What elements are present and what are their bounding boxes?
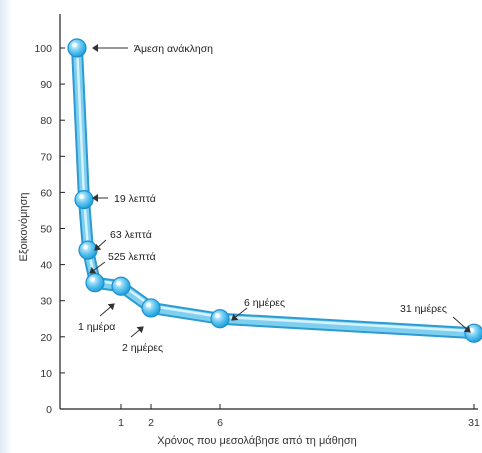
data-point [78, 240, 98, 260]
y-axis-title: Εξοικονόμηση [18, 193, 30, 262]
left-edge-shading [0, 0, 12, 453]
y-tick-label: 70 [40, 151, 52, 163]
data-point-shine [72, 42, 77, 48]
data-point-shine [116, 280, 121, 286]
y-tick-label: 80 [40, 115, 52, 127]
annotation-arrow [99, 303, 115, 317]
data-point [464, 323, 482, 343]
y-tick-label: 10 [40, 368, 52, 380]
series-line-outline [71, 42, 480, 340]
annotation-arrow [94, 239, 107, 251]
x-tick-label: 31 [468, 417, 480, 429]
annotation-label: 6 ημέρες [244, 297, 285, 309]
y-tick-label: 90 [40, 79, 52, 91]
data-point-shine [215, 313, 220, 319]
annotation-arrow [231, 307, 248, 321]
y-tick-label: 100 [34, 43, 52, 55]
data-point-shine [79, 194, 84, 200]
data-point-shine [83, 244, 88, 250]
x-axis-title: Χρόνος που μεσολάβησε από τη μάθηση [157, 435, 357, 447]
annotation-label: 63 λεπτά [110, 229, 152, 241]
series-line-highlight [75, 44, 476, 333]
data-point [67, 38, 87, 58]
x-tick-label: 1 [118, 417, 124, 429]
y-tick-label: 40 [40, 260, 52, 272]
annotation-label: 1 ημέρα [78, 321, 115, 333]
y-tick-label: 30 [40, 296, 52, 308]
data-point [85, 273, 105, 293]
y-tick-label: 0 [46, 404, 52, 416]
data-point-shine [146, 302, 151, 308]
annotation-arrow [452, 316, 471, 333]
annotation-label: Άμεση ανάκληση [134, 43, 213, 55]
data-point-shine [90, 277, 95, 283]
annotation-label: 31 ημέρες [400, 303, 447, 315]
y-tick-label: 50 [40, 224, 52, 236]
annotation-label: 19 λεπτά [114, 193, 156, 205]
annotation-arrow [89, 261, 106, 274]
data-point [111, 276, 131, 296]
data-point [141, 298, 161, 318]
x-tick-label: 2 [148, 417, 154, 429]
y-tick-label: 20 [40, 332, 52, 344]
y-tick-label: 60 [40, 187, 52, 199]
annotation-arrow [130, 326, 144, 338]
x-tick-label: 6 [217, 417, 223, 429]
annotation-label: 525 λεπτά [108, 251, 156, 263]
annotation-label: 2 ημέρες [122, 342, 163, 354]
data-point [74, 190, 94, 210]
data-point [210, 309, 230, 329]
